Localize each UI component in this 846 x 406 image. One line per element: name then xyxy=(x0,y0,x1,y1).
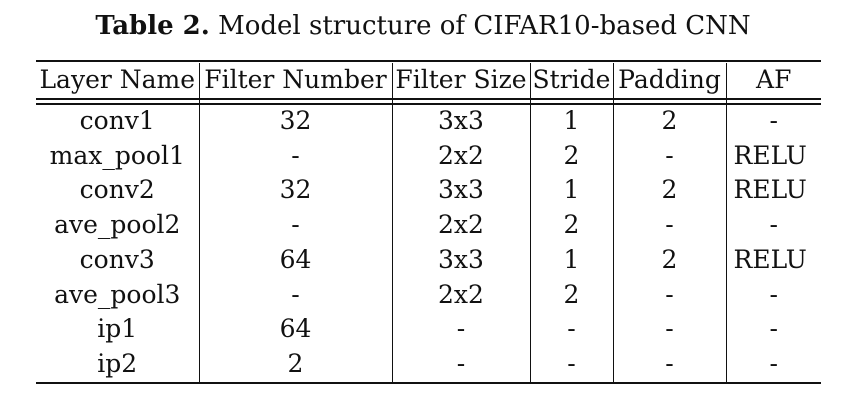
cell-af: - xyxy=(769,106,778,135)
cell-padding: - xyxy=(613,208,727,243)
header-filter-size: Filter Size xyxy=(392,63,531,97)
header-stride: Stride xyxy=(530,63,614,97)
cell-padding: - xyxy=(613,138,727,174)
cell-filter-number: 64 xyxy=(199,312,393,347)
cell-af: RELU xyxy=(733,244,807,274)
model-structure-table: Layer Name Filter Number Filter Size Str… xyxy=(36,63,821,382)
cell-stride: - xyxy=(530,346,614,382)
header-layer-name: Layer Name xyxy=(36,63,200,97)
cell-layer-name: ave_pool2 xyxy=(36,208,200,243)
cell-filter-size: 3x3 xyxy=(392,242,531,278)
cell-stride: 2 xyxy=(530,208,614,243)
table-row: conv2 32 3x3 1 2 RELU xyxy=(36,173,821,209)
cell-layer-name: max_pool1 xyxy=(36,138,200,174)
cell-filter-number: - xyxy=(199,277,393,313)
table-header-row: Layer Name Filter Number Filter Size Str… xyxy=(36,63,821,97)
cell-padding: - xyxy=(613,346,727,382)
cell-layer-name: conv2 xyxy=(36,173,200,209)
cell-padding: - xyxy=(613,277,727,313)
table-row: ave_pool2-2x2 2- - xyxy=(36,208,821,243)
cell-stride: 2 xyxy=(530,277,614,313)
header-af: AF xyxy=(756,65,792,94)
cell-padding: 2 xyxy=(613,242,727,278)
cell-af: RELU xyxy=(733,140,807,170)
table-caption: Table 2. Model structure of CIFAR10-base… xyxy=(0,10,846,42)
cell-filter-size: - xyxy=(392,312,531,347)
cell-filter-size: 3x3 xyxy=(392,97,531,139)
cell-af: - xyxy=(769,210,778,240)
cell-filter-number: 64 xyxy=(199,242,393,278)
cell-layer-name: conv1 xyxy=(36,97,200,139)
cell-filter-number: 32 xyxy=(199,173,393,209)
cell-layer-name: ip2 xyxy=(36,346,200,382)
header-padding: Padding xyxy=(613,63,727,97)
cell-af: - xyxy=(769,279,778,309)
cell-stride: - xyxy=(530,312,614,347)
bottom-rule xyxy=(36,382,821,384)
cell-filter-size: 2x2 xyxy=(392,208,531,243)
cell-layer-name: conv3 xyxy=(36,242,200,278)
cell-filter-number: 2 xyxy=(199,346,393,382)
header-filter-number: Filter Number xyxy=(199,63,393,97)
table-row: ave_pool3-2x2 2- - xyxy=(36,277,821,313)
cell-stride: 1 xyxy=(530,97,614,139)
table-row: ip2 2- - - - xyxy=(36,346,821,382)
cell-af: - xyxy=(769,348,778,378)
cell-padding: 2 xyxy=(613,97,727,139)
cell-padding: - xyxy=(613,312,727,347)
cell-filter-number: 32 xyxy=(199,97,393,139)
cell-stride: 1 xyxy=(530,173,614,209)
cell-stride: 1 xyxy=(530,242,614,278)
cell-filter-size: 2x2 xyxy=(392,277,531,313)
cell-filter-size: - xyxy=(392,346,531,382)
cell-filter-number: - xyxy=(199,138,393,174)
cell-stride: 2 xyxy=(530,138,614,174)
cell-padding: 2 xyxy=(613,173,727,209)
table-row: conv3 64 3x3 1 2 RELU xyxy=(36,242,821,278)
caption-label: Table 2. xyxy=(95,11,210,41)
cell-filter-size: 2x2 xyxy=(392,138,531,174)
table-body: conv1 32 3x3 1 2- max_pool1-2x2 2- RELU conv2 32 3… xyxy=(36,97,821,382)
cell-layer-name: ip1 xyxy=(36,312,200,347)
top-rule xyxy=(36,60,821,62)
cell-filter-size: 3x3 xyxy=(392,173,531,209)
cell-af: RELU xyxy=(733,175,807,205)
caption-text: Model structure of CIFAR10-based CNN xyxy=(218,11,751,41)
cell-af: - xyxy=(769,314,778,344)
cell-filter-number: - xyxy=(199,208,393,243)
cell-layer-name: ave_pool3 xyxy=(36,277,200,313)
table-row: ip1 64- - - - xyxy=(36,312,821,347)
table-row: max_pool1-2x2 2- RELU xyxy=(36,138,821,174)
table-row: conv1 32 3x3 1 2 - xyxy=(36,97,821,139)
